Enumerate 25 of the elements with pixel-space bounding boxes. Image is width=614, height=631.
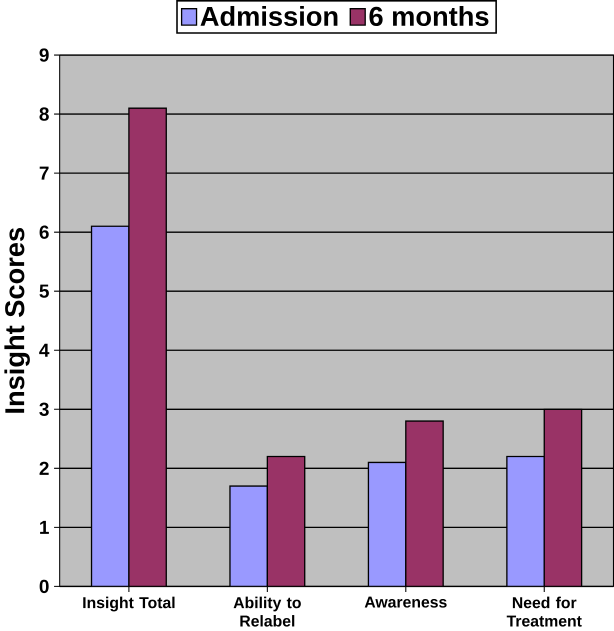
bar: [128, 108, 167, 586]
y-tick-label: 3: [39, 402, 49, 416]
x-tick-label: Awareness: [364, 596, 447, 608]
y-tick-label: 0: [40, 580, 49, 594]
y-tick-label: 7: [40, 166, 49, 180]
y-tick-label: 5: [39, 284, 49, 298]
legend-label: 6 months: [369, 6, 488, 26]
bar: [266, 456, 306, 586]
bar: [544, 408, 582, 586]
bar: [229, 485, 268, 586]
bar: [90, 226, 130, 586]
y-axis-title: Insight Scores: [4, 228, 30, 413]
x-tick-label: Insight Total: [83, 596, 174, 612]
y-tick-label: 1: [40, 520, 49, 534]
bar: [405, 420, 444, 586]
y-tick-label: 6: [40, 225, 49, 239]
y-tick-label: 8: [39, 107, 49, 121]
y-tick-label: 4: [39, 344, 50, 357]
bar: [368, 462, 406, 586]
bar: [506, 456, 545, 586]
x-tick-label: Need for Treatment: [506, 596, 582, 627]
y-tick-label: 2: [40, 462, 49, 475]
y-tick-label: 9: [40, 48, 49, 62]
x-tick-label: Ability to Relabel: [234, 596, 301, 627]
legend-label: Admission: [200, 6, 338, 26]
